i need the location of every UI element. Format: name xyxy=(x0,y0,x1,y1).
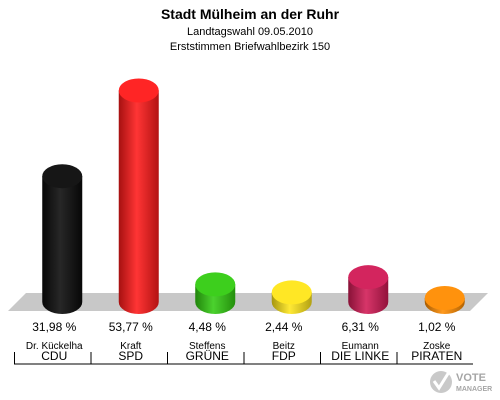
bar-die-linke xyxy=(348,265,389,314)
vote-manager-logo: VOTE MANAGER xyxy=(430,371,492,393)
party-label-fdp: FDP xyxy=(272,349,296,363)
value-label-cdu: 31,98 % xyxy=(32,320,76,334)
chart-title: Stadt Mülheim an der Ruhr xyxy=(161,6,340,22)
bar-spd xyxy=(118,78,159,314)
bar-piraten xyxy=(424,285,465,314)
party-label-gr-ne: GRÜNE xyxy=(186,349,229,363)
candidate-label-cdu: Dr. Kückelha xyxy=(26,341,83,352)
candidate-label-die-linke: Eumann xyxy=(342,341,379,352)
bar-body-spd xyxy=(118,90,159,314)
bar-top-spd xyxy=(118,78,159,103)
candidate-label-piraten: Zoske xyxy=(423,341,451,352)
candidate-label-fdp: Beitz xyxy=(273,341,295,352)
value-label-die-linke: 6,31 % xyxy=(342,320,380,334)
party-label-spd: SPD xyxy=(118,349,143,363)
bar-top-gr-ne xyxy=(195,272,236,297)
bar-fdp xyxy=(271,280,312,314)
logo-text-manager: MANAGER xyxy=(456,386,492,393)
bars-group xyxy=(42,78,465,314)
checkmark-icon xyxy=(432,371,451,391)
bar-top-die-linke xyxy=(348,265,389,290)
bar-top-fdp xyxy=(271,280,312,305)
bar-cdu xyxy=(42,164,83,314)
candidate-label-gr-ne: Steffens xyxy=(189,341,226,352)
party-label-piraten: PIRATEN xyxy=(411,349,462,363)
value-label-spd: 53,77 % xyxy=(109,320,153,334)
candidate-label-spd: Kraft xyxy=(120,341,141,352)
party-label-die-linke: DIE LINKE xyxy=(331,349,389,363)
value-label-gr-ne: 4,48 % xyxy=(189,320,227,334)
bar-body-cdu xyxy=(42,176,83,314)
party-label-cdu: CDU xyxy=(41,349,67,363)
chart-subtitle-district: Erststimmen Briefwahlbezirk 150 xyxy=(170,41,330,53)
bar-top-cdu xyxy=(42,164,83,189)
value-label-piraten: 1,02 % xyxy=(418,320,456,334)
chart-subtitle-election: Landtagswahl 09.05.2010 xyxy=(187,26,313,38)
bar-gr-ne xyxy=(195,272,236,314)
bar-top-piraten xyxy=(424,285,465,310)
logo-text-vote: VOTE xyxy=(456,372,486,384)
value-label-fdp: 2,44 % xyxy=(265,320,303,334)
